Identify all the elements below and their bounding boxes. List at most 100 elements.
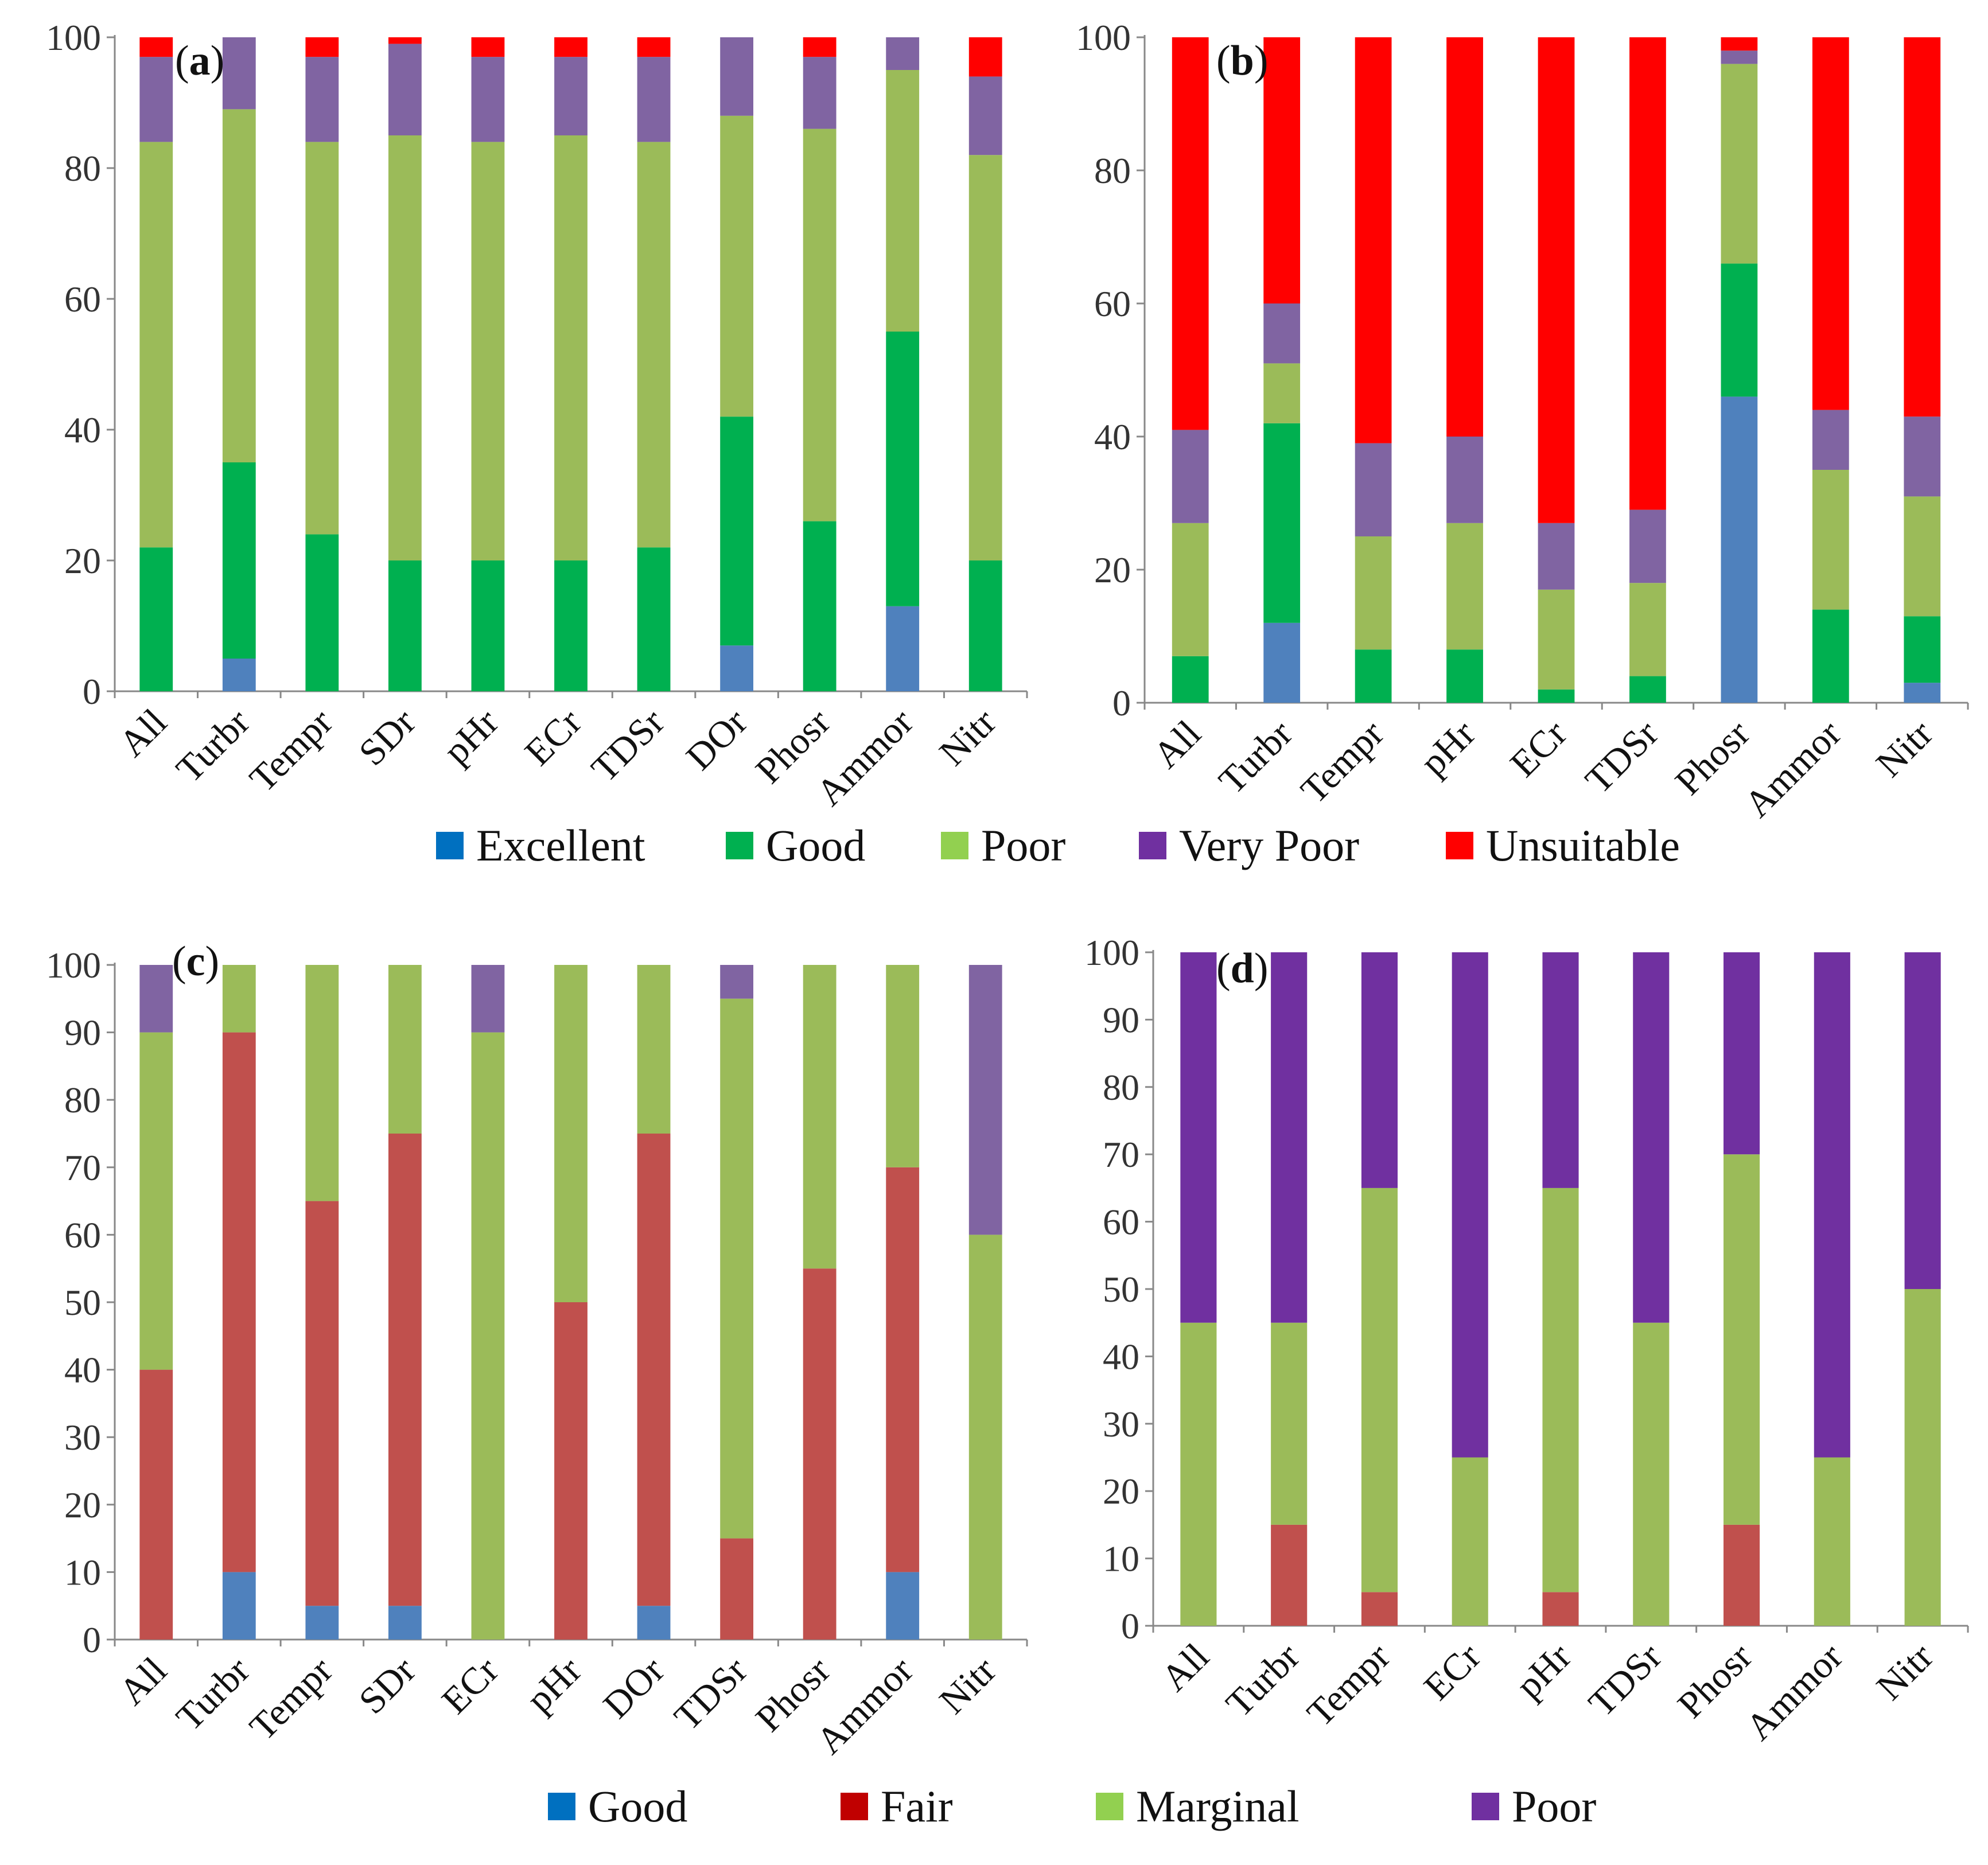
bar-segment-very-poor xyxy=(886,37,920,70)
bar-segment-poor xyxy=(1355,536,1392,650)
y-tick-label: 80 xyxy=(1094,150,1131,191)
bar-segment-poor xyxy=(1812,470,1849,610)
category-label: Tempr xyxy=(1299,1636,1398,1735)
y-tick-label: 10 xyxy=(64,1552,101,1593)
bar-segment-good xyxy=(1904,616,1941,683)
bar-segment-marginal xyxy=(1180,1322,1217,1626)
y-tick-label: 40 xyxy=(64,1350,101,1391)
bar-segment-very-poor xyxy=(1446,437,1483,523)
bar-segment-fair xyxy=(388,1134,422,1606)
bar-segment-poor xyxy=(1814,952,1850,1458)
bar-segment-very-poor xyxy=(388,44,422,136)
bar-segment-poor xyxy=(1452,952,1488,1458)
bar-segment-marginal xyxy=(803,965,837,1269)
y-tick-label: 20 xyxy=(1094,550,1131,590)
legend-swatch xyxy=(726,832,753,859)
legend-label: Unsuitable xyxy=(1486,820,1680,870)
bar-segment-very-poor xyxy=(1538,523,1575,590)
legend-swatch xyxy=(941,832,968,859)
bar-segment-very-poor xyxy=(1629,509,1666,583)
bar-segment-poor xyxy=(968,965,1002,1235)
panel-label: (c) xyxy=(172,938,219,985)
bar-segment-very-poor xyxy=(222,37,256,110)
panel-label: (b) xyxy=(1216,37,1268,84)
y-tick-label: 60 xyxy=(64,1214,101,1255)
bar-segment-fair xyxy=(139,1369,173,1640)
bar-segment-poor xyxy=(803,129,837,521)
category-label: ECr xyxy=(517,701,590,774)
bar-segment-good xyxy=(1263,423,1301,623)
bar-segment-marginal xyxy=(886,965,920,1167)
bar-segment-fair xyxy=(886,1167,920,1572)
bar-segment-marginal xyxy=(1452,1457,1488,1626)
bar-segment-poor xyxy=(388,135,422,560)
bar-segment-unsuitable xyxy=(968,37,1002,77)
bar-segment-marginal xyxy=(637,965,671,1134)
bar-segment-good xyxy=(637,1606,671,1640)
bar-segment-poor xyxy=(1904,496,1941,617)
category-label: DOr xyxy=(678,701,756,778)
category-label: Turbr xyxy=(1211,712,1301,802)
y-tick-label: 0 xyxy=(1121,1606,1139,1646)
bar-segment-very-poor xyxy=(1812,410,1849,470)
category-label: DOr xyxy=(596,1649,673,1727)
bar-segment-good xyxy=(1355,649,1392,703)
y-tick-label: 30 xyxy=(1103,1404,1139,1445)
y-tick-label: 100 xyxy=(1084,932,1139,973)
bar-segment-unsuitable xyxy=(471,37,505,57)
category-label: ECr xyxy=(1416,1636,1489,1708)
legend-label: Good xyxy=(766,820,865,870)
bar-segment-poor xyxy=(1172,523,1209,656)
panel-letter: a xyxy=(189,37,211,84)
bar-segment-good xyxy=(554,560,588,691)
y-tick-label: 50 xyxy=(1103,1269,1139,1310)
category-label: Turbr xyxy=(168,701,258,791)
y-tick-label: 100 xyxy=(1076,17,1131,58)
y-tick-label: 70 xyxy=(1103,1134,1139,1175)
bar-segment-poor xyxy=(1633,952,1670,1323)
bar-segment-poor xyxy=(1263,363,1301,423)
bar-segment-poor xyxy=(139,965,173,1033)
bar-segment-fair xyxy=(1271,1524,1308,1626)
category-label: SDr xyxy=(351,1649,424,1722)
bar-segment-unsuitable xyxy=(388,37,422,44)
legend-label: Very Poor xyxy=(1179,820,1359,870)
bar-segment-poor xyxy=(222,109,256,462)
bar-segment-poor xyxy=(886,70,920,332)
bar-segment-very-poor xyxy=(305,57,339,142)
legend-label: Good xyxy=(588,1781,687,1831)
category-label: Tempr xyxy=(242,701,341,800)
bar-segment-marginal xyxy=(388,965,422,1134)
y-tick-label: 50 xyxy=(64,1282,101,1323)
bar-segment-poor xyxy=(1724,952,1760,1155)
y-tick-label: 90 xyxy=(1103,999,1139,1040)
bar-segment-marginal xyxy=(1904,1289,1941,1626)
category-label: TDSr xyxy=(1581,1636,1670,1724)
bar-segment-unsuitable xyxy=(1812,37,1849,410)
bar-segment-very-poor xyxy=(1172,430,1209,523)
bar-segment-excellent xyxy=(1721,396,1758,703)
y-tick-label: 100 xyxy=(46,17,101,58)
bar-segment-fair xyxy=(1724,1524,1760,1626)
legend-swatch xyxy=(1139,832,1166,859)
y-tick-label: 40 xyxy=(64,410,101,450)
category-label: TDSr xyxy=(583,701,672,790)
bar-segment-marginal xyxy=(968,1235,1002,1640)
category-label: pHr xyxy=(518,1649,589,1720)
legend-label: Marginal xyxy=(1136,1781,1300,1831)
bar-segment-good xyxy=(1172,656,1209,703)
bar-segment-excellent xyxy=(886,606,920,691)
bar-segment-very-poor xyxy=(139,57,173,142)
category-label: Tempr xyxy=(1293,712,1392,812)
bar-segment-good xyxy=(1721,263,1758,397)
panel-label: (d) xyxy=(1216,945,1268,992)
bar-segment-excellent xyxy=(1263,622,1301,703)
bar-segment-very-poor xyxy=(471,57,505,142)
panel-label: (a) xyxy=(175,37,224,84)
bar-segment-fair xyxy=(305,1201,339,1606)
y-tick-label: 20 xyxy=(1103,1471,1139,1512)
bar-segment-marginal xyxy=(1361,1187,1398,1593)
